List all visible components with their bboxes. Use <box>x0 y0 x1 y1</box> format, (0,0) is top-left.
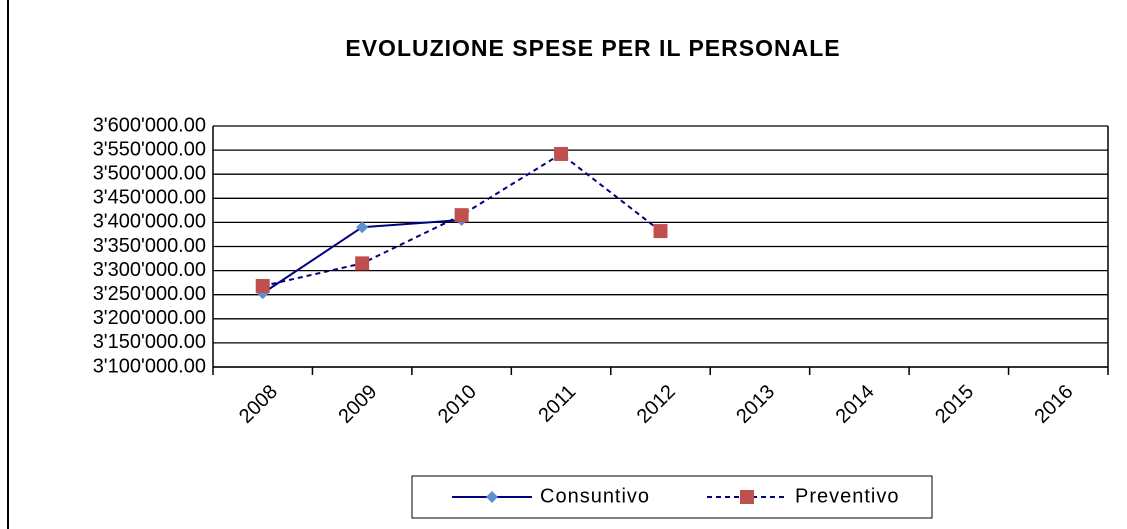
y-tick-label: 3'600'000.00 <box>93 114 206 136</box>
x-tick-label: 2010 <box>434 381 481 428</box>
marker <box>554 146 569 161</box>
x-tick-label: 2016 <box>1031 381 1078 428</box>
x-tick-label: 2008 <box>235 381 282 428</box>
x-tick-label: 2009 <box>334 381 381 428</box>
x-tick-label: 2011 <box>534 381 580 427</box>
y-tick-label: 3'150'000.00 <box>93 331 206 353</box>
legend-marker <box>486 491 498 503</box>
y-tick-label: 3'100'000.00 <box>93 355 206 377</box>
y-tick-label: 3'450'000.00 <box>93 187 206 209</box>
x-tick-label: 2013 <box>732 381 779 428</box>
chart-title: EVOLUZIONE SPESE PER IL PERSONALE <box>345 35 840 61</box>
y-tick-label: 3'500'000.00 <box>93 162 206 184</box>
legend-marker <box>740 490 754 504</box>
y-tick-label: 3'250'000.00 <box>93 283 206 305</box>
x-tick-label: 2012 <box>633 381 680 428</box>
marker <box>355 256 370 271</box>
legend-label: Preventivo <box>795 485 900 507</box>
marker <box>454 208 469 223</box>
marker <box>653 224 668 239</box>
y-tick-label: 3'300'000.00 <box>93 259 206 281</box>
y-tick-label: 3'550'000.00 <box>93 138 206 160</box>
series-line <box>262 152 662 287</box>
marker <box>255 279 270 294</box>
y-tick-label: 3'200'000.00 <box>93 307 206 329</box>
marker <box>356 221 369 234</box>
y-tick-label: 3'350'000.00 <box>93 235 206 257</box>
x-tick-label: 2015 <box>931 381 978 428</box>
legend-label: Consuntivo <box>540 485 650 507</box>
x-tick-label: 2014 <box>832 381 879 428</box>
y-tick-label: 3'400'000.00 <box>93 211 206 233</box>
